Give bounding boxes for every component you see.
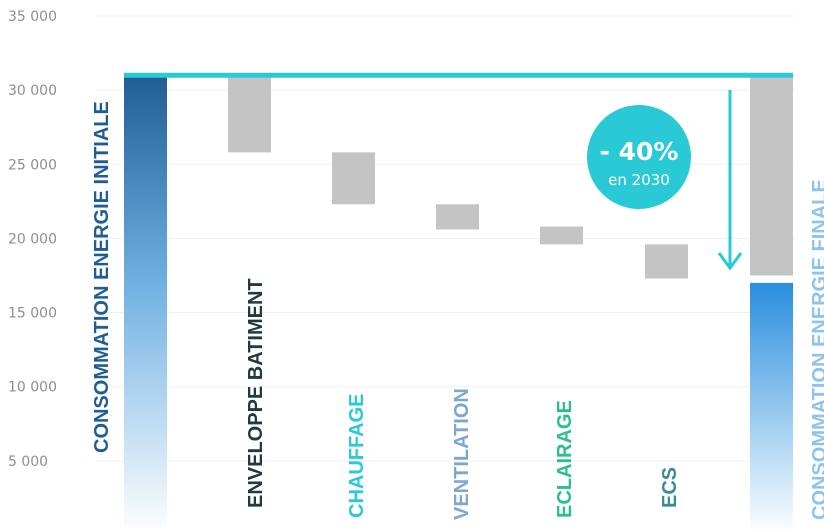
bar-step	[540, 226, 583, 245]
reduction-percent: - 40%	[600, 137, 679, 166]
reduction-badge	[587, 105, 691, 209]
y-tick-label: 5 000	[8, 454, 48, 470]
label-step: ECS	[659, 467, 681, 508]
bar-initial	[124, 75, 167, 529]
y-tick-label: 35 000	[8, 9, 57, 25]
category-labels: CONSOMMATION ENERGIE INITIALE ENVELOPPE B…	[91, 101, 824, 520]
label-step: CHAUFFAGE	[346, 394, 368, 518]
y-tick-label: 30 000	[8, 83, 57, 99]
y-tick-label: 25 000	[8, 157, 57, 173]
label-step: ECLAIRAGE	[554, 400, 576, 518]
y-axis: 5 000 10 000 15 000 20 000 25 000 30 000 35 00…	[8, 9, 57, 470]
bars	[124, 75, 793, 529]
y-tick-label: 10 000	[8, 380, 57, 396]
label-final: CONSOMMATION ENERGIE FINALE	[809, 179, 824, 520]
reduction-arrow-head	[717, 252, 743, 271]
bar-step	[228, 75, 271, 153]
bar-step	[332, 152, 375, 205]
reduction-year: en 2030	[608, 171, 670, 189]
bar-final	[750, 282, 793, 529]
bar-step	[436, 204, 479, 230]
label-initial: CONSOMMATION ENERGIE INITIALE	[91, 101, 113, 453]
label-step: VENTILATION	[451, 388, 473, 520]
bar-step	[645, 244, 688, 279]
bar-total-reduction	[750, 75, 793, 276]
label-step: ENVELOPPE BATIMENT	[245, 278, 267, 508]
y-tick-label: 20 000	[8, 231, 57, 247]
gridlines	[95, 15, 795, 462]
y-tick-label: 15 000	[8, 306, 57, 322]
annotation: - 40% en 2030	[587, 90, 743, 271]
